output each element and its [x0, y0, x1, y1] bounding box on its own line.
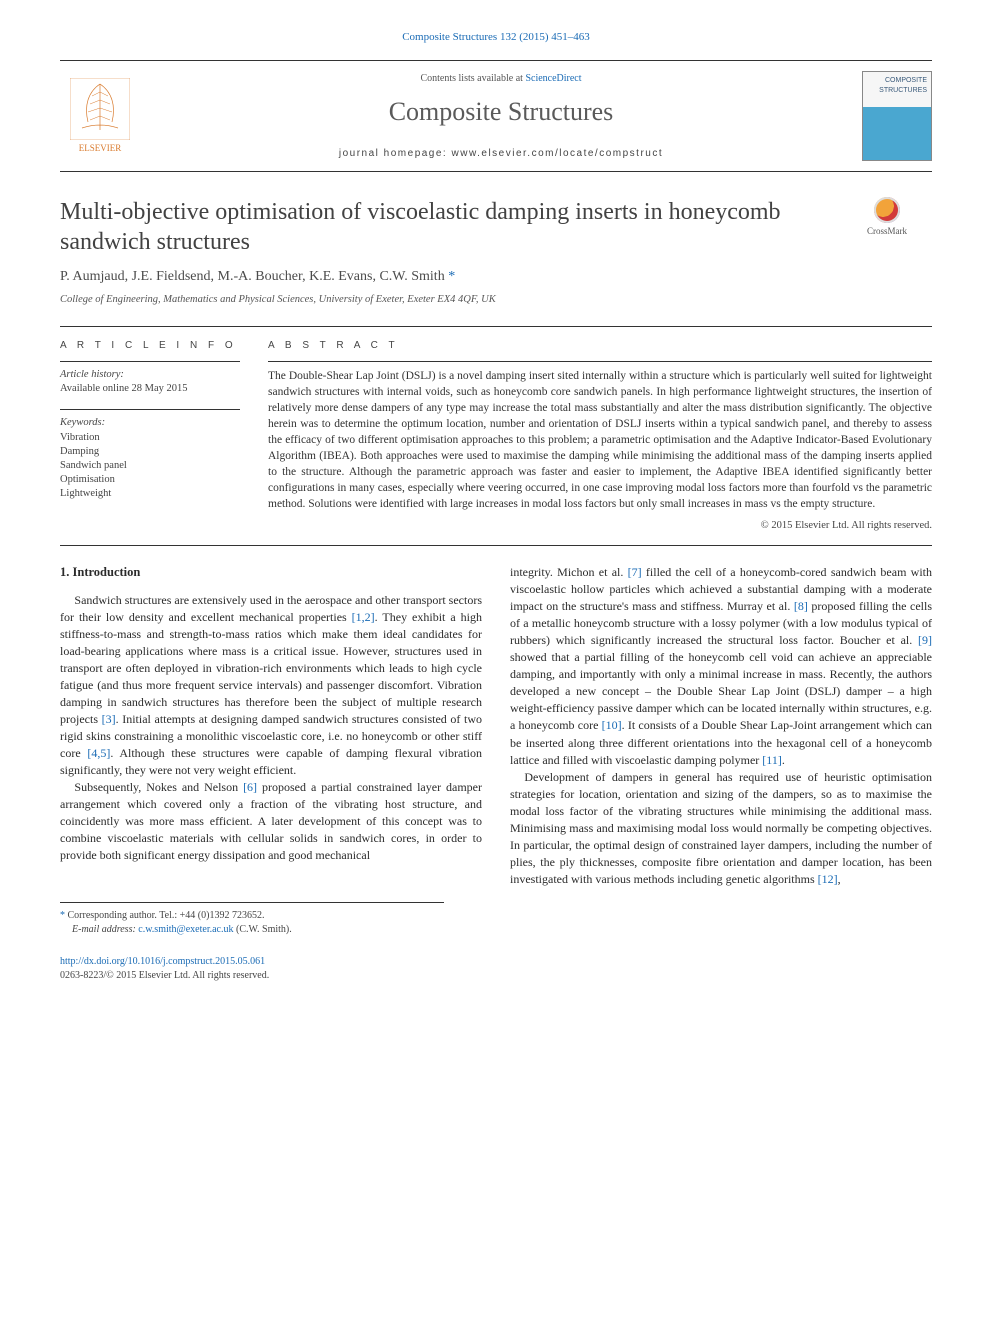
paragraph: Development of dampers in general has re…: [510, 769, 932, 888]
contents-prefix: Contents lists available at: [420, 73, 525, 84]
email-label: E-mail address:: [72, 924, 136, 935]
paragraph: Sandwich structures are extensively used…: [60, 592, 482, 779]
history-label: Article history:: [60, 368, 240, 383]
affiliation: College of Engineering, Mathematics and …: [60, 293, 932, 308]
article-info: A R T I C L E I N F O Article history: A…: [60, 339, 240, 534]
body-run: Development of dampers in general has re…: [510, 770, 932, 886]
author-list: P. Aumjaud, J.E. Fieldsend, M.-A. Bouche…: [60, 267, 932, 287]
journal-cover-thumb: COMPOSITE STRUCTURES: [862, 71, 932, 161]
body-run: ,: [838, 872, 841, 886]
keyword: Optimisation: [60, 473, 240, 487]
crossmark-widget[interactable]: CrossMark: [842, 197, 932, 238]
body-text: 1. Introduction Sandwich structures are …: [60, 564, 932, 888]
ref-link[interactable]: [12]: [818, 872, 838, 886]
body-run: . Although these structures were capable…: [60, 746, 482, 777]
email-footnote: E-mail address: c.w.smith@exeter.ac.uk (…: [60, 923, 444, 937]
keywords-list: Vibration Damping Sandwich panel Optimis…: [60, 431, 240, 502]
body-run: Subsequently, Nokes and Nelson: [74, 780, 243, 794]
abstract-label: A B S T R A C T: [268, 339, 932, 353]
body-run: integrity. Michon et al.: [510, 565, 628, 579]
intro-heading: 1. Introduction: [60, 564, 482, 582]
ref-link[interactable]: [7]: [628, 565, 642, 579]
ref-link[interactable]: [11]: [762, 753, 782, 767]
header-middle: Contents lists available at ScienceDirec…: [140, 72, 862, 160]
paragraph: Subsequently, Nokes and Nelson [6] propo…: [60, 779, 482, 864]
corresponding-footnote: * Corresponding author. Tel.: +44 (0)139…: [60, 909, 444, 923]
authors-text: P. Aumjaud, J.E. Fieldsend, M.-A. Bouche…: [60, 269, 448, 284]
copyright-line: © 2015 Elsevier Ltd. All rights reserved…: [268, 519, 932, 534]
ref-link[interactable]: [10]: [602, 718, 622, 732]
star-icon: *: [60, 910, 65, 921]
citation-link[interactable]: Composite Structures 132 (2015) 451–463: [402, 31, 590, 43]
rule: [60, 361, 240, 362]
elsevier-label: ELSEVIER: [79, 142, 122, 155]
contents-line: Contents lists available at ScienceDirec…: [140, 72, 862, 86]
keyword: Lightweight: [60, 487, 240, 501]
keyword: Vibration: [60, 431, 240, 445]
corresponding-star-icon: *: [448, 269, 455, 284]
footnote-block: * Corresponding author. Tel.: +44 (0)139…: [60, 902, 444, 937]
rule: [60, 409, 240, 410]
crossmark-label: CrossMark: [867, 225, 907, 238]
body-run: . They exhibit a high stiffness-to-mass …: [60, 610, 482, 726]
abstract-block: A B S T R A C T The Double-Shear Lap Joi…: [268, 339, 932, 534]
article-info-label: A R T I C L E I N F O: [60, 339, 240, 353]
paragraph: integrity. Michon et al. [7] filled the …: [510, 564, 932, 768]
rule: [268, 361, 932, 362]
ref-link[interactable]: [1,2]: [352, 610, 375, 624]
keyword: Damping: [60, 445, 240, 459]
keywords-label: Keywords:: [60, 416, 240, 431]
ref-link[interactable]: [3]: [102, 712, 116, 726]
issn-line: 0263-8223/© 2015 Elsevier Ltd. All right…: [60, 969, 932, 983]
article-title: Multi-objective optimisation of viscoela…: [60, 197, 842, 257]
sciencedirect-link[interactable]: ScienceDirect: [525, 73, 581, 84]
journal-name: Composite Structures: [140, 94, 862, 130]
journal-header: ELSEVIER Contents lists available at Sci…: [60, 60, 932, 172]
elsevier-logo: ELSEVIER: [60, 74, 140, 159]
top-citation: Composite Structures 132 (2015) 451–463: [60, 30, 932, 45]
info-abstract-row: A R T I C L E I N F O Article history: A…: [60, 326, 932, 534]
section-divider: [60, 545, 932, 546]
corresponding-text: Corresponding author. Tel.: +44 (0)1392 …: [68, 910, 265, 921]
body-run: .: [782, 753, 785, 767]
homepage-link[interactable]: www.elsevier.com/locate/compstruct: [452, 148, 664, 159]
history-text: Available online 28 May 2015: [60, 382, 240, 397]
title-row: Multi-objective optimisation of viscoela…: [60, 197, 932, 267]
ref-link[interactable]: [6]: [243, 780, 257, 794]
crossmark-icon: [874, 197, 900, 223]
ref-link[interactable]: [4,5]: [87, 746, 110, 760]
email-who: (C.W. Smith).: [236, 924, 292, 935]
author-email-link[interactable]: c.w.smith@exeter.ac.uk: [138, 924, 233, 935]
abstract-text: The Double-Shear Lap Joint (DSLJ) is a n…: [268, 368, 932, 513]
tree-icon: [70, 78, 130, 140]
ref-link[interactable]: [9]: [918, 633, 932, 647]
ref-link[interactable]: [8]: [794, 599, 808, 613]
cover-title: COMPOSITE STRUCTURES: [879, 76, 927, 96]
doi-link[interactable]: http://dx.doi.org/10.1016/j.compstruct.2…: [60, 956, 265, 967]
keyword: Sandwich panel: [60, 459, 240, 473]
journal-homepage: journal homepage: www.elsevier.com/locat…: [140, 147, 862, 161]
bottom-meta: http://dx.doi.org/10.1016/j.compstruct.2…: [60, 955, 932, 983]
homepage-prefix: journal homepage:: [339, 148, 452, 159]
